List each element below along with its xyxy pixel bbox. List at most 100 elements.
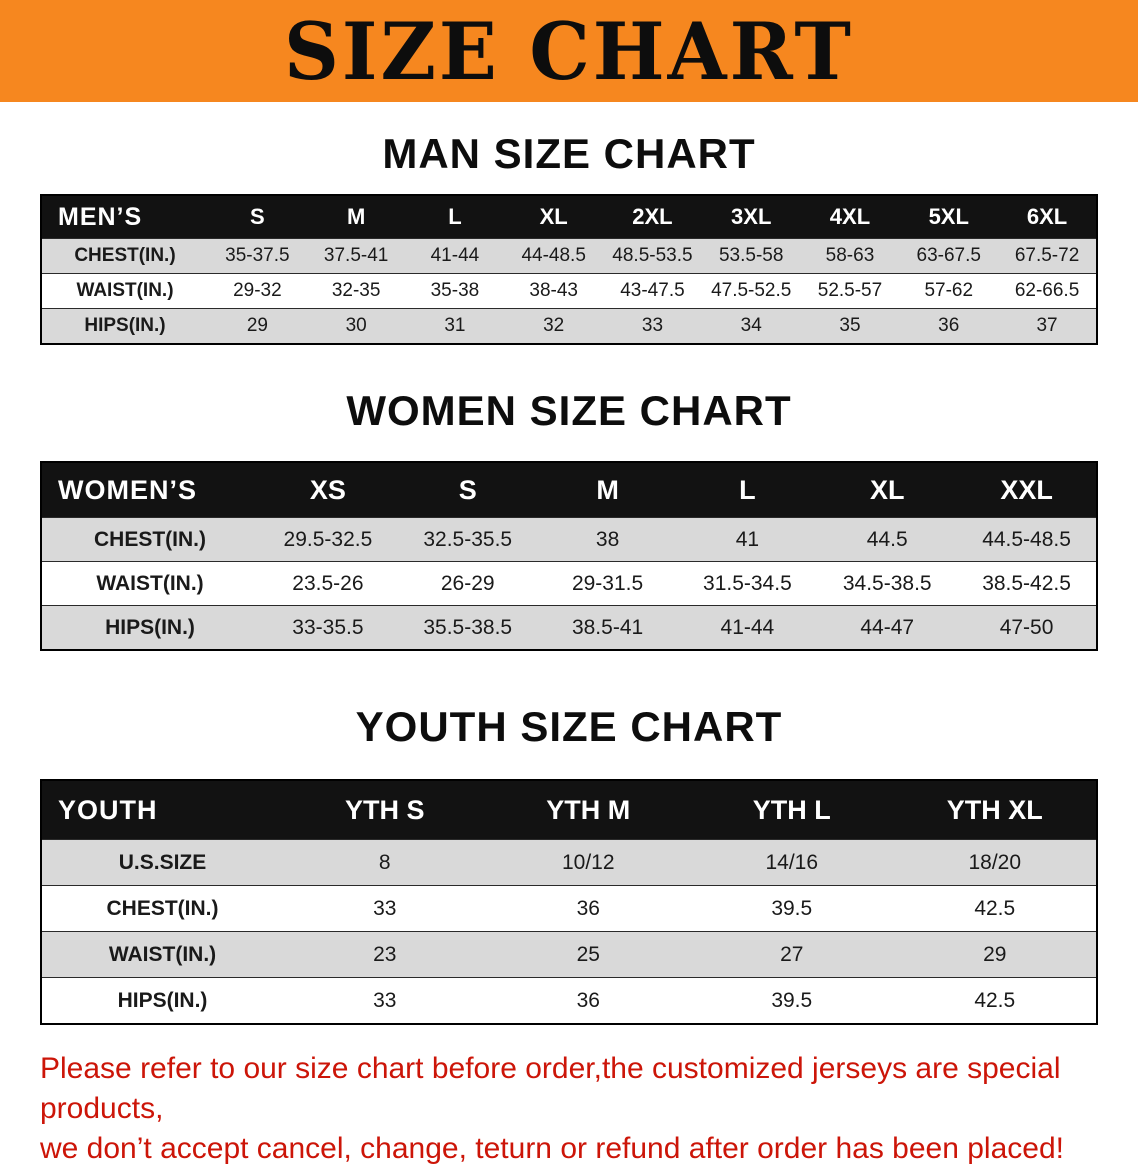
size-column-header: YTH L — [690, 780, 894, 840]
disclaimer-line-2: we don’t accept cancel, change, teturn o… — [40, 1132, 1064, 1165]
youth-size-section: YOUTH SIZE CHART YOUTH YTH S YTH M YTH L YTH… — [0, 703, 1138, 1025]
size-value-cell: 29-31.5 — [571, 571, 644, 595]
table-title-cell: YOUTH — [41, 780, 283, 840]
size-value-cell: 44.5 — [866, 527, 908, 551]
size-value-cell: 35.5-38.5 — [423, 615, 513, 639]
table-header-row: WOMEN’S XS S M L XL XXL — [41, 462, 1097, 518]
row-label-cell: CHEST(IN.) — [106, 896, 219, 920]
table-row: HIPS(IN.) 33 36 39.5 42.5 — [41, 977, 1097, 1024]
size-value-cell: 42.5 — [974, 988, 1016, 1012]
size-value-cell: 32.5-35.5 — [423, 527, 513, 551]
size-value-cell: 33 — [641, 315, 664, 336]
table-row: CHEST(IN.) 35-37.5 37.5-41 41-44 44-48.5 48.5… — [41, 238, 1097, 274]
table-row: HIPS(IN.) 33-35.5 35.5-38.5 38.5-41 41-44 44-… — [41, 605, 1097, 650]
size-value-cell: 26-29 — [440, 571, 495, 595]
size-value-cell: 29 — [983, 942, 1007, 966]
table-row: CHEST(IN.) 33 36 39.5 42.5 — [41, 885, 1097, 932]
size-value-cell: 57-62 — [924, 280, 974, 301]
size-value-cell: 33-35.5 — [292, 615, 364, 639]
size-column-header: XS — [258, 462, 398, 518]
table-header-row: MEN’S S M L XL 2XL 3XL 4XL 5XL 6XL — [41, 195, 1097, 239]
size-value-cell: 42.5 — [974, 896, 1016, 920]
women-size-section: WOMEN SIZE CHART WOMEN’S XS S M L XL XXL CHEST(… — [0, 387, 1138, 651]
row-label-cell: HIPS(IN.) — [84, 315, 166, 336]
size-column-header: 4XL — [800, 195, 900, 239]
size-value-cell: 33 — [373, 896, 397, 920]
size-value-cell: 41 — [735, 527, 760, 551]
size-value-cell: 43-47.5 — [620, 280, 685, 301]
size-value-cell: 44-48.5 — [521, 245, 586, 266]
size-column-header: YTH M — [486, 780, 690, 840]
size-value-cell: 44-47 — [860, 615, 915, 639]
size-value-cell: 35-38 — [430, 280, 480, 301]
size-value-cell: 23 — [373, 942, 397, 966]
size-value-cell: 38-43 — [529, 280, 578, 301]
size-value-cell: 27 — [780, 942, 804, 966]
size-value-cell: 41-44 — [430, 245, 480, 266]
size-value-cell: 34.5-38.5 — [842, 571, 932, 595]
women-size-table: WOMEN’S XS S M L XL XXL CHEST(IN.) 29.5-32.5 32.5… — [40, 461, 1098, 651]
size-column-header: 2XL — [603, 195, 702, 239]
row-label-cell: WAIST(IN.) — [108, 942, 217, 966]
page-title: SIZE CHART — [284, 4, 854, 98]
size-value-cell: 33 — [373, 988, 397, 1012]
size-value-cell: 29-32 — [233, 280, 282, 301]
banner: SIZE CHART — [0, 0, 1138, 102]
table-row: WAIST(IN.) 23 25 27 29 — [41, 931, 1097, 978]
size-value-cell: 44.5-48.5 — [982, 527, 1071, 551]
size-column-header: XL — [504, 195, 604, 239]
size-column-header: M — [306, 195, 406, 239]
table-row: WAIST(IN.) 23.5-26 26-29 29-31.5 31.5-34.5 34… — [41, 561, 1097, 606]
size-value-cell: 35 — [839, 315, 861, 336]
size-column-header: S — [208, 195, 307, 239]
table-header-row: YOUTH YTH S YTH M YTH L YTH XL — [41, 780, 1097, 840]
size-column-header: YTH S — [283, 780, 487, 840]
size-value-cell: 36 — [576, 896, 600, 920]
row-label-cell: U.S.SIZE — [118, 850, 207, 874]
size-value-cell: 52.5-57 — [817, 280, 883, 301]
size-value-cell: 29 — [246, 315, 268, 336]
size-value-cell: 37.5-41 — [323, 245, 389, 266]
size-value-cell: 32-35 — [331, 280, 381, 301]
row-label-cell: HIPS(IN.) — [105, 615, 195, 639]
size-column-header: 3XL — [701, 195, 801, 239]
size-column-header: YTH XL — [893, 780, 1097, 840]
size-value-cell: 36 — [576, 988, 600, 1012]
size-value-cell: 67.5-72 — [1014, 245, 1080, 266]
size-value-cell: 38.5-42.5 — [982, 571, 1071, 595]
size-value-cell: 36 — [938, 315, 960, 336]
section-heading-man: MAN SIZE CHART — [382, 130, 756, 177]
size-value-cell: 18/20 — [968, 850, 1022, 874]
size-value-cell: 62-66.5 — [1014, 280, 1080, 301]
size-value-cell: 31.5-34.5 — [703, 571, 792, 595]
size-value-cell: 63-67.5 — [916, 245, 981, 266]
section-heading-youth: YOUTH SIZE CHART — [355, 703, 783, 750]
size-value-cell: 14/16 — [765, 850, 819, 874]
size-value-cell: 10/12 — [561, 850, 615, 874]
row-label-cell: WAIST(IN.) — [96, 571, 204, 595]
size-value-cell: 47-50 — [999, 615, 1054, 639]
table-row: CHEST(IN.) 29.5-32.5 32.5-35.5 38 41 44.5 44.5… — [41, 517, 1097, 562]
man-size-table: MEN’S S M L XL 2XL 3XL 4XL 5XL 6XL CHEST(IN.) 35-37… — [40, 194, 1098, 345]
row-label-cell: HIPS(IN.) — [117, 988, 208, 1012]
size-value-cell: 39.5 — [771, 988, 813, 1012]
table-row: WAIST(IN.) 29-32 32-35 35-38 38-43 43-47.5 47.… — [41, 273, 1097, 309]
size-column-header: 6XL — [998, 195, 1097, 239]
size-column-header: S — [397, 462, 538, 518]
size-value-cell: 25 — [576, 942, 600, 966]
row-label-cell: CHEST(IN.) — [74, 245, 176, 266]
size-value-cell: 47.5-52.5 — [711, 280, 792, 301]
man-size-section: MAN SIZE CHART MEN’S S M L XL 2XL 3XL 4XL 5XL 6XL… — [0, 130, 1138, 345]
size-value-cell: 31 — [444, 315, 466, 336]
size-value-cell: 29.5-32.5 — [283, 527, 373, 551]
row-label-cell: CHEST(IN.) — [94, 527, 206, 551]
size-value-cell: 35-37.5 — [225, 245, 290, 266]
size-column-header: L — [405, 195, 505, 239]
table-title-cell: MEN’S — [41, 195, 208, 239]
size-column-header: M — [537, 462, 678, 518]
size-value-cell: 41-44 — [720, 615, 775, 639]
size-value-cell: 38 — [595, 527, 620, 551]
size-column-header: XXL — [957, 462, 1097, 518]
size-value-cell: 32 — [543, 315, 565, 336]
